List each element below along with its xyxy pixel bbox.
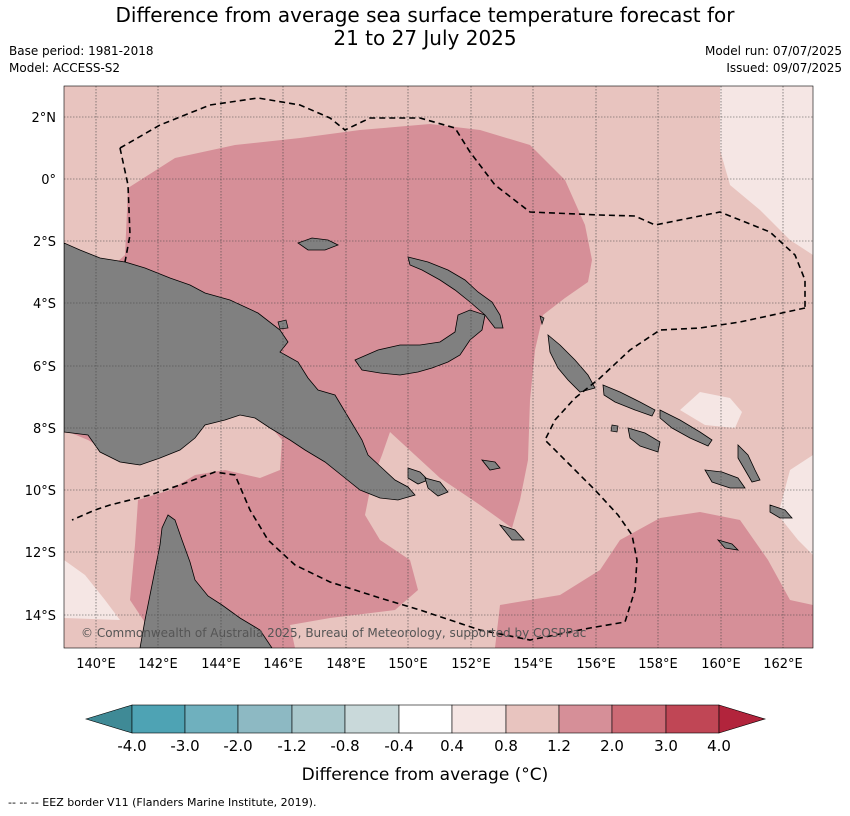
land-new-ireland xyxy=(407,256,504,329)
lon-label: 156°E xyxy=(576,657,616,672)
graticule xyxy=(64,86,813,648)
lat-label: 6°S xyxy=(33,360,56,375)
lon-label: 142°E xyxy=(138,657,178,672)
anomaly-light-region-ne xyxy=(720,86,813,255)
land-rossel xyxy=(498,524,525,541)
map-title: Difference from average sea surface temp… xyxy=(0,4,850,50)
anomaly-light-region-sw xyxy=(64,560,120,620)
land-new-guinea xyxy=(64,242,416,501)
land-makira xyxy=(769,504,793,519)
colorbar-tick: -4.0 xyxy=(117,737,146,755)
model-name: Model: ACCESS-S2 xyxy=(9,61,121,75)
colorbar-tick: 1.2 xyxy=(547,737,571,755)
colorbar-tick: -1.2 xyxy=(277,737,306,755)
issued-date: Issued: 09/07/2025 xyxy=(726,61,842,75)
map-area: © Commonwealth of Australia 2025, Bureau… xyxy=(64,86,813,648)
land-woodlark xyxy=(481,459,501,471)
land-guadalcanal xyxy=(704,469,746,489)
colorbar-tick: -3.0 xyxy=(170,737,199,755)
land-rennell xyxy=(716,539,740,551)
colorbar-bin xyxy=(184,704,239,734)
eez-footnote: -- -- -- EEZ border V11 (Flanders Marine… xyxy=(8,796,317,809)
colorbar-bin xyxy=(131,704,186,734)
colorbar-bin xyxy=(291,704,346,734)
lon-label: 158°E xyxy=(638,657,678,672)
land-choiseul xyxy=(602,384,656,417)
land-bougainville xyxy=(547,334,596,393)
colorbar-tick: 2.0 xyxy=(600,737,624,755)
lat-label: 8°S xyxy=(33,422,56,437)
model-run: Model run: 07/07/2025 xyxy=(704,44,842,58)
anomaly-light-region-solomon xyxy=(680,392,742,428)
colorbar-bin xyxy=(665,704,720,734)
title-line-1: Difference from average sea surface temp… xyxy=(115,3,735,27)
lon-label: 160°E xyxy=(701,657,741,672)
land-new-britain xyxy=(354,309,486,376)
lon-label: 148°E xyxy=(326,657,366,672)
colorbar-ticks: -4.0 -3.0 -2.0 -1.2 -0.8 -0.4 0.4 0.8 1.… xyxy=(117,737,731,755)
colorbar-bin xyxy=(398,704,453,734)
lat-label: 0° xyxy=(41,173,56,188)
meta-left: Base period: 1981-2018 Model: ACCESS-S2 xyxy=(9,43,154,77)
lat-label: 2°S xyxy=(33,235,56,250)
map-frame xyxy=(63,85,814,649)
colorbar-bin xyxy=(505,704,560,734)
lon-label: 144°E xyxy=(201,657,241,672)
lat-label: 10°S xyxy=(25,484,56,499)
colorbar-bin xyxy=(237,704,293,734)
lat-label: 12°S xyxy=(25,546,56,561)
lat-label: 4°S xyxy=(33,297,56,312)
anomaly-warm-region-main xyxy=(64,124,592,648)
colorbar-bin xyxy=(558,704,613,734)
land-islet xyxy=(539,315,545,326)
colorbar-bin xyxy=(344,704,400,734)
colorbar-tick: 3.0 xyxy=(654,737,678,755)
title-line-2: 21 to 27 July 2025 xyxy=(333,26,517,50)
land-islet xyxy=(610,424,619,433)
copyright-text: © Commonwealth of Australia 2025, Bureau… xyxy=(81,626,586,640)
land-fergusson xyxy=(424,477,449,497)
colorbar: -4.0 -3.0 -2.0 -1.2 -0.8 -0.4 0.4 0.8 1.… xyxy=(84,704,767,785)
colorbar-tick: 0.4 xyxy=(440,737,464,755)
lat-label: 2°N xyxy=(32,111,57,126)
lon-label: 150°E xyxy=(388,657,428,672)
colorbar-bin xyxy=(611,704,667,734)
eez-borders xyxy=(71,97,806,641)
colorbar-extend-low xyxy=(84,704,133,734)
colorbar-title: Difference from average (°C) xyxy=(302,765,549,785)
anomaly-light-region-east xyxy=(778,455,813,555)
colorbar-bin xyxy=(451,704,507,734)
lon-label: 140°E xyxy=(76,657,116,672)
lat-label: 14°S xyxy=(25,609,56,624)
colorbar-tick: 0.8 xyxy=(494,737,518,755)
lon-label: 162°E xyxy=(763,657,803,672)
colorbar-tick: 4.0 xyxy=(707,737,731,755)
lon-label: 154°E xyxy=(513,657,553,672)
colorbar-tick: -0.8 xyxy=(330,737,359,755)
lon-label: 152°E xyxy=(451,657,491,672)
latitude-labels: 2°N 0° 2°S 4°S 6°S 8°S 10°S 12°S 14°S xyxy=(25,111,56,624)
meta-right: Model run: 07/07/2025 Issued: 09/07/2025 xyxy=(705,43,842,77)
base-period: Base period: 1981-2018 xyxy=(9,44,154,58)
colorbar-tick: -2.0 xyxy=(223,737,252,755)
lon-label: 146°E xyxy=(263,657,303,672)
colorbar-extend-high xyxy=(718,704,767,734)
longitude-labels: 140°E 142°E 144°E 146°E 148°E 150°E 152°… xyxy=(76,657,803,672)
colorbar-tick: -0.4 xyxy=(384,737,413,755)
land-malaita xyxy=(737,444,761,483)
